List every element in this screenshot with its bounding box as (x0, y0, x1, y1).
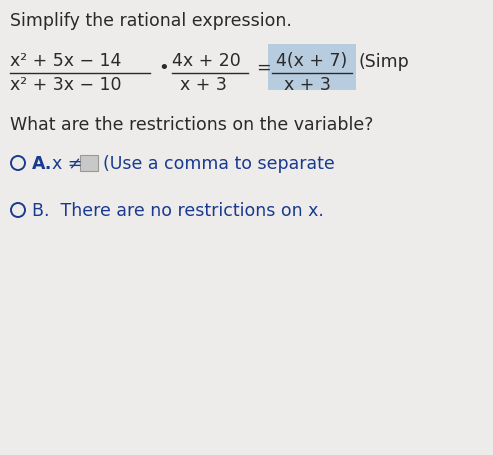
Text: =: = (256, 59, 271, 77)
Text: x ≠: x ≠ (52, 155, 82, 173)
FancyBboxPatch shape (80, 155, 98, 171)
Text: x + 3: x + 3 (180, 76, 227, 94)
Text: (Use a comma to separate: (Use a comma to separate (103, 155, 335, 173)
Text: 4x + 20: 4x + 20 (172, 52, 241, 70)
Text: x² + 5x − 14: x² + 5x − 14 (10, 52, 121, 70)
FancyBboxPatch shape (268, 44, 356, 90)
Text: •: • (158, 59, 169, 77)
Text: A.: A. (32, 155, 52, 173)
Text: (Simp: (Simp (358, 53, 409, 71)
Text: Simplify the rational expression.: Simplify the rational expression. (10, 12, 292, 30)
Text: What are the restrictions on the variable?: What are the restrictions on the variabl… (10, 116, 373, 134)
Text: B.  There are no restrictions on x.: B. There are no restrictions on x. (32, 202, 324, 220)
Text: x + 3: x + 3 (284, 76, 331, 94)
Text: x² + 3x − 10: x² + 3x − 10 (10, 76, 121, 94)
Text: 4(x + 7): 4(x + 7) (276, 52, 347, 70)
